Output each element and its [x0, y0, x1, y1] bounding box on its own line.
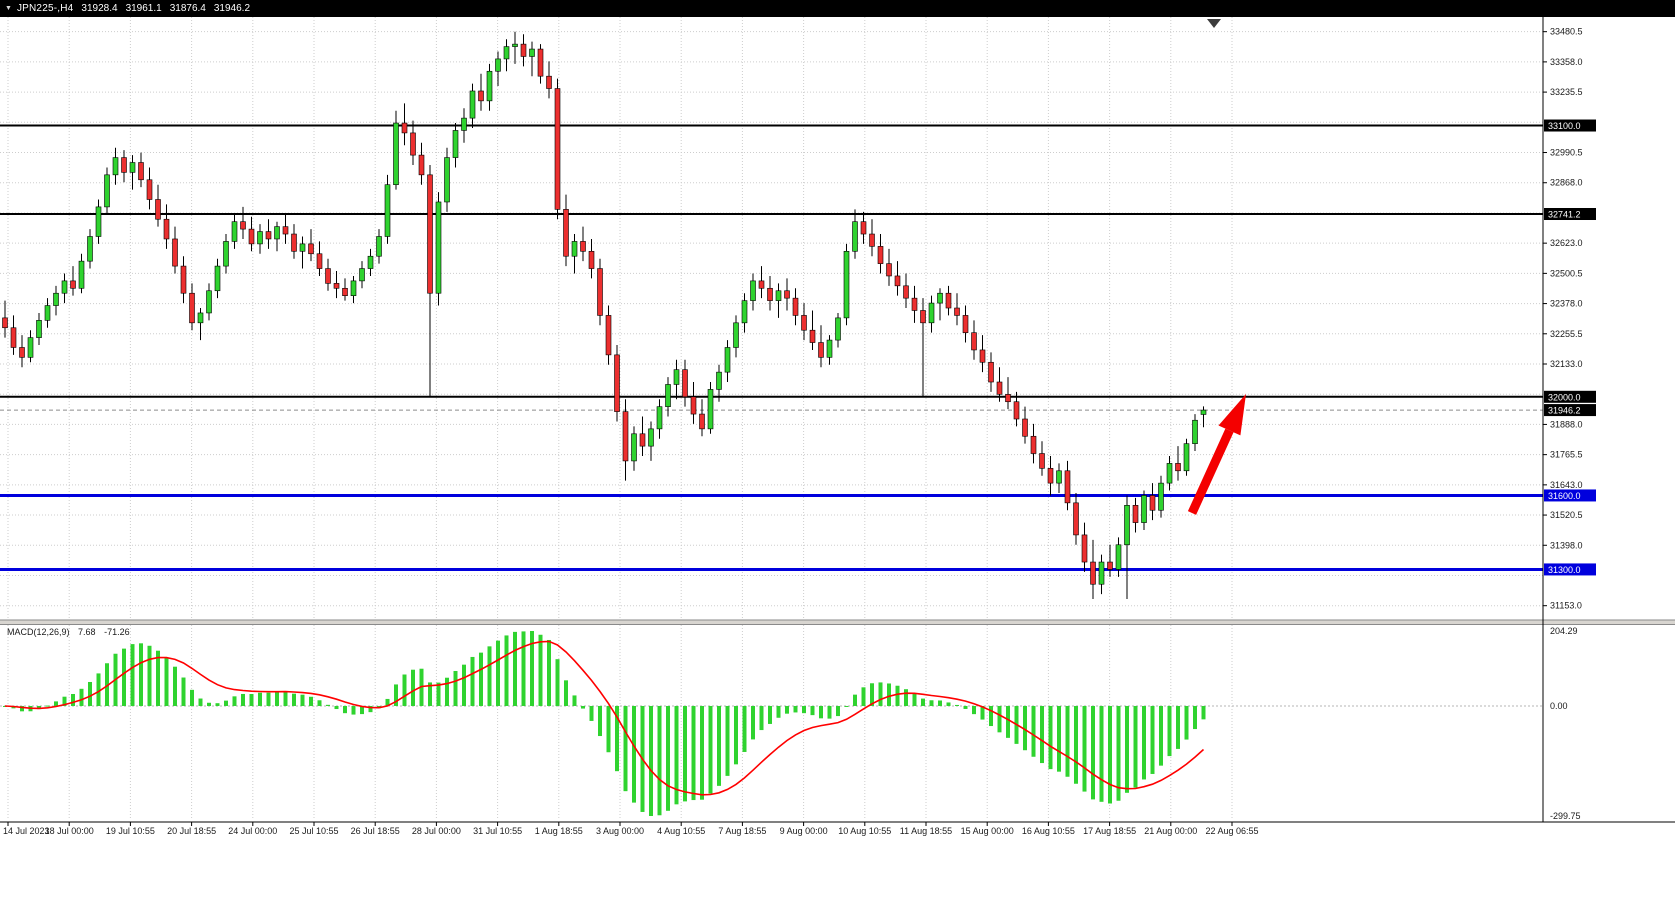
- svg-text:33480.5: 33480.5: [1550, 27, 1583, 37]
- svg-text:31643.0: 31643.0: [1550, 480, 1583, 490]
- svg-text:31946.2: 31946.2: [1548, 406, 1581, 416]
- ohlc-close-value: 31946.2: [213, 3, 251, 14]
- svg-text:1 Aug 18:55: 1 Aug 18:55: [535, 826, 583, 836]
- svg-text:31600.0: 31600.0: [1548, 491, 1581, 501]
- svg-text:31 Jul 10:55: 31 Jul 10:55: [473, 826, 522, 836]
- svg-text:19 Jul 10:55: 19 Jul 10:55: [106, 826, 155, 836]
- svg-text:31765.5: 31765.5: [1550, 450, 1583, 460]
- svg-text:4 Aug 10:55: 4 Aug 10:55: [657, 826, 705, 836]
- svg-text:17 Aug 18:55: 17 Aug 18:55: [1083, 826, 1136, 836]
- svg-text:204.29: 204.29: [1550, 626, 1578, 636]
- ohlc-high-value: 31961.1: [125, 3, 162, 14]
- svg-text:31153.0: 31153.0: [1550, 601, 1582, 611]
- svg-text:7 Aug 18:55: 7 Aug 18:55: [718, 826, 766, 836]
- macd-name: MACD(12,26,9): [7, 627, 70, 637]
- svg-text:31300.0: 31300.0: [1548, 565, 1581, 575]
- svg-text:31398.0: 31398.0: [1550, 540, 1583, 550]
- symbol-dropdown-icon[interactable]: ▼: [5, 5, 12, 12]
- svg-text:32623.0: 32623.0: [1550, 238, 1583, 248]
- svg-text:32378.0: 32378.0: [1550, 299, 1583, 309]
- horizontal-lines-layer: [0, 124, 1543, 571]
- svg-text:-299.75: -299.75: [1550, 811, 1581, 821]
- svg-text:32741.2: 32741.2: [1548, 210, 1581, 220]
- macd-indicator-label: MACD(12,26,9) 7.68 -71.26: [7, 627, 136, 637]
- svg-text:32000.0: 32000.0: [1548, 392, 1581, 402]
- svg-text:32868.0: 32868.0: [1550, 178, 1583, 188]
- svg-text:25 Jul 10:55: 25 Jul 10:55: [289, 826, 338, 836]
- svg-text:14 Jul 2023: 14 Jul 2023: [3, 826, 50, 836]
- svg-text:24 Jul 00:00: 24 Jul 00:00: [228, 826, 277, 836]
- svg-text:32255.5: 32255.5: [1550, 329, 1583, 339]
- annotations-layer: [1187, 19, 1246, 515]
- svg-text:32990.5: 32990.5: [1550, 148, 1583, 158]
- svg-text:32500.5: 32500.5: [1550, 268, 1583, 278]
- svg-text:32133.0: 32133.0: [1550, 359, 1583, 369]
- candles-layer: [2, 31, 1207, 600]
- macd-signal-value: -71.26: [104, 627, 130, 637]
- svg-text:22 Aug 06:55: 22 Aug 06:55: [1205, 826, 1258, 836]
- svg-text:26 Jul 18:55: 26 Jul 18:55: [351, 826, 400, 836]
- svg-text:18 Jul 00:00: 18 Jul 00:00: [45, 826, 94, 836]
- ohlc-low-value: 31876.4: [169, 3, 206, 14]
- svg-text:11 Aug 18:55: 11 Aug 18:55: [900, 826, 952, 836]
- svg-text:33235.5: 33235.5: [1550, 87, 1583, 97]
- svg-text:3 Aug 00:00: 3 Aug 00:00: [596, 826, 644, 836]
- chart-header-bar: ▼ JPN225-,H4 31928.4 31961.1 31876.4 319…: [0, 0, 1675, 17]
- ohlc-open-value: 31928.4: [81, 3, 118, 14]
- svg-text:33358.0: 33358.0: [1550, 57, 1583, 67]
- svg-text:15 Aug 00:00: 15 Aug 00:00: [961, 826, 1014, 836]
- svg-text:0.00: 0.00: [1550, 701, 1568, 711]
- svg-text:16 Aug 10:55: 16 Aug 10:55: [1022, 826, 1075, 836]
- svg-text:31520.5: 31520.5: [1550, 510, 1583, 520]
- macd-main-value: 7.68: [78, 627, 96, 637]
- svg-text:28 Jul 00:00: 28 Jul 00:00: [412, 826, 461, 836]
- grid-layer: [0, 17, 1543, 820]
- axes-layer[interactable]: 33480.5 33358.0 33235.5 32990.5 32868.0 32623…: [0, 17, 1675, 836]
- macd-panel: [0, 631, 1543, 816]
- svg-text:33100.0: 33100.0: [1548, 121, 1581, 131]
- svg-text:10 Aug 10:55: 10 Aug 10:55: [838, 826, 891, 836]
- svg-text:31888.0: 31888.0: [1550, 419, 1583, 429]
- svg-text:20 Jul 18:55: 20 Jul 18:55: [167, 826, 216, 836]
- symbol-timeframe-label: JPN225-,H4: [16, 3, 74, 14]
- svg-text:21 Aug 00:00: 21 Aug 00:00: [1144, 826, 1197, 836]
- svg-text:9 Aug 00:00: 9 Aug 00:00: [780, 826, 828, 836]
